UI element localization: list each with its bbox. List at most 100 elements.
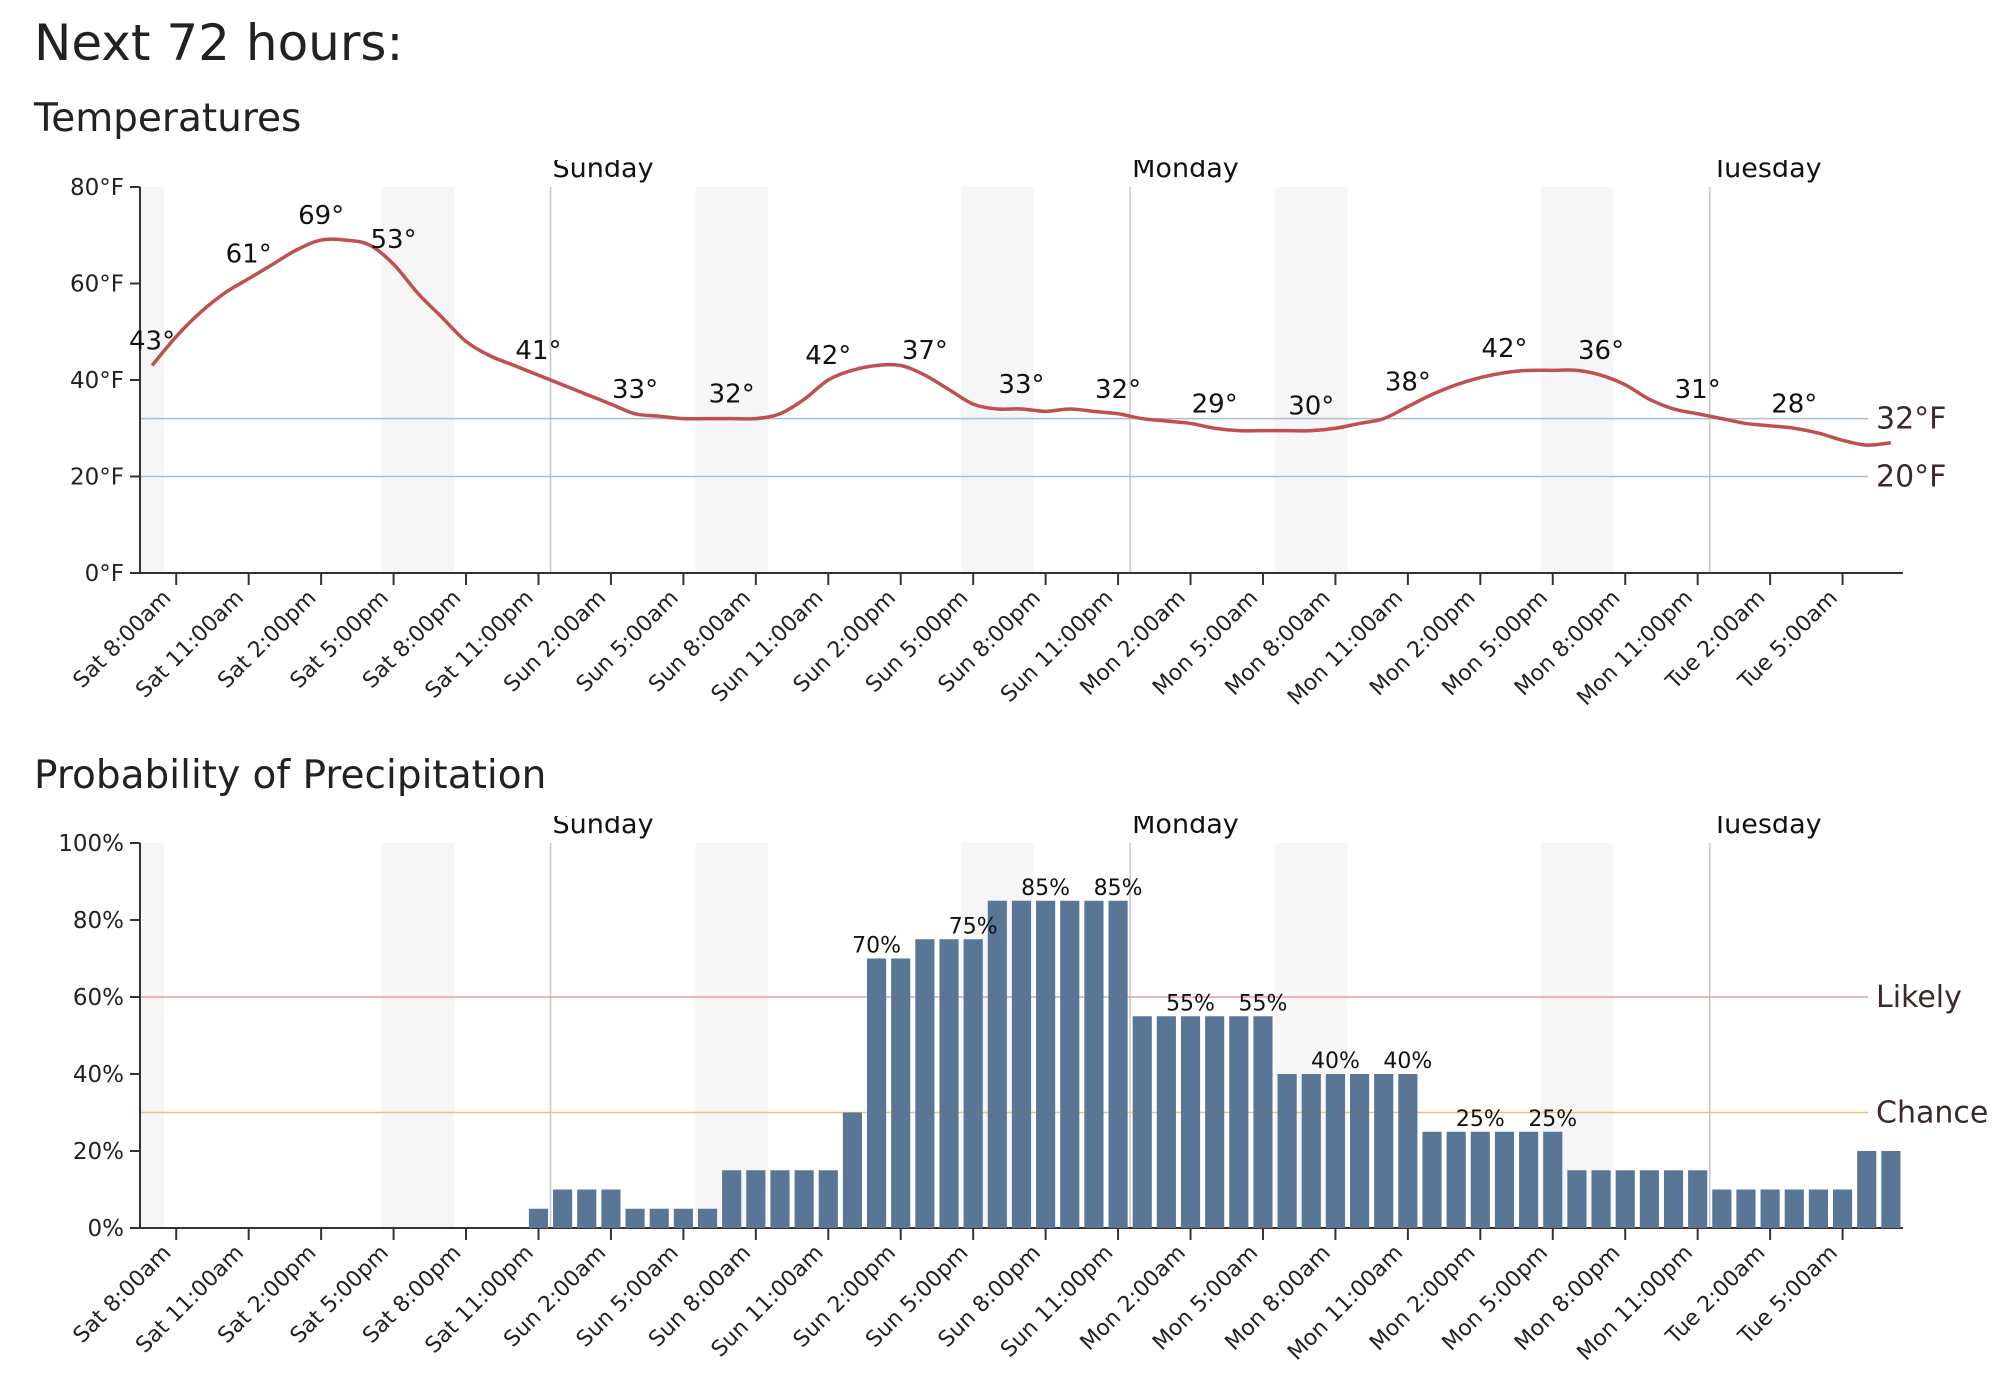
precipitation-bar xyxy=(1808,1189,1828,1228)
precipitation-bar xyxy=(842,1112,862,1228)
precipitation-bar xyxy=(1833,1189,1853,1228)
precipitation-bar xyxy=(1301,1074,1321,1228)
temperature-point-label: 42° xyxy=(805,341,851,371)
precipitation-bar xyxy=(1325,1074,1345,1228)
precipitation-bar xyxy=(1639,1170,1659,1228)
precipitation-bar xyxy=(673,1208,693,1228)
precipitation-bar xyxy=(987,900,1007,1228)
temperature-point-label: 42° xyxy=(1481,334,1527,364)
precipitation-bar xyxy=(915,939,935,1228)
precipitation-bar-label: 55% xyxy=(1166,991,1215,1016)
precip-y-tick-label: 100% xyxy=(58,831,124,857)
temp-y-tick-label: 60°F xyxy=(70,272,124,298)
precipitation-bar xyxy=(1736,1189,1756,1228)
precipitation-bar xyxy=(1567,1170,1587,1228)
precip-day-label: Sunday xyxy=(553,816,654,840)
precipitation-bar-label: 70% xyxy=(852,934,901,959)
precipitation-bar xyxy=(1132,1016,1152,1228)
precipitation-bar xyxy=(1857,1151,1877,1228)
precipitation-bar xyxy=(1470,1131,1490,1228)
temperature-point-label: 28° xyxy=(1771,389,1817,419)
temperature-point-label: 61° xyxy=(226,240,272,270)
temp-night-band xyxy=(140,187,165,573)
temp-y-tick-label: 40°F xyxy=(70,368,124,394)
temperature-chart-title: Temperatures xyxy=(34,96,302,141)
precip-y-tick-label: 40% xyxy=(73,1062,124,1088)
precipitation-bar xyxy=(1784,1189,1804,1228)
precipitation-bar xyxy=(1519,1131,1539,1228)
precipitation-bar xyxy=(1253,1016,1273,1228)
temperature-point-label: 41° xyxy=(515,336,561,366)
temp-reference-label: 20°F xyxy=(1876,460,1946,495)
precipitation-bar xyxy=(1422,1131,1442,1228)
precipitation-bar-label: 85% xyxy=(1094,876,1143,901)
temp-night-band xyxy=(1275,187,1348,573)
temp-y-tick-label: 80°F xyxy=(70,175,124,201)
precipitation-bar-label: 55% xyxy=(1239,991,1288,1016)
precipitation-bar-label: 75% xyxy=(949,914,998,939)
temp-y-tick-label: 20°F xyxy=(70,465,124,491)
precipitation-bar xyxy=(963,939,983,1228)
temperature-point-label: 32° xyxy=(709,380,755,410)
precipitation-bar xyxy=(1615,1170,1635,1228)
precip-reference-label: Chance xyxy=(1876,1096,1988,1131)
precipitation-bar xyxy=(1350,1074,1370,1228)
precip-y-tick-label: 60% xyxy=(73,985,124,1011)
precipitation-bar xyxy=(1398,1074,1418,1228)
precipitation-bar xyxy=(746,1170,766,1228)
precipitation-bar xyxy=(1229,1016,1249,1228)
precipitation-bar xyxy=(1205,1016,1225,1228)
precip-day-label: Tuesday xyxy=(1711,816,1822,840)
precipitation-bar xyxy=(649,1208,669,1228)
precipitation-bar xyxy=(1881,1151,1901,1228)
precipitation-bar xyxy=(577,1189,597,1228)
precipitation-bar xyxy=(1277,1074,1297,1228)
precipitation-bar xyxy=(1180,1016,1201,1228)
precipitation-bar-label: 85% xyxy=(1021,876,1070,901)
precipitation-bar xyxy=(794,1170,814,1228)
precipitation-bar xyxy=(528,1208,549,1228)
precipitation-bar xyxy=(1760,1189,1780,1228)
temp-day-label: Sunday xyxy=(553,160,654,184)
precipitation-bar xyxy=(601,1189,621,1228)
precipitation-bar-label: 40% xyxy=(1311,1049,1360,1074)
precipitation-bar xyxy=(1374,1074,1394,1228)
temperature-point-label: 29° xyxy=(1192,389,1238,419)
precipitation-bar xyxy=(1494,1131,1515,1228)
precipitation-bar xyxy=(891,958,911,1228)
precipitation-bar xyxy=(1011,900,1032,1228)
precipitation-bar xyxy=(867,958,887,1228)
temperature-point-label: 32° xyxy=(1095,375,1141,405)
precip-y-tick-label: 80% xyxy=(73,908,124,934)
precipitation-bar xyxy=(770,1170,790,1228)
temperature-point-label: 53° xyxy=(371,225,417,255)
temp-night-band xyxy=(695,187,768,573)
precip-y-tick-label: 0% xyxy=(88,1216,125,1242)
precipitation-bar-label: 40% xyxy=(1383,1049,1432,1074)
precipitation-bar xyxy=(1156,1016,1176,1228)
temperature-point-label: 33° xyxy=(612,375,658,405)
precipitation-bar xyxy=(697,1208,718,1228)
precip-night-band xyxy=(695,843,768,1228)
temperature-point-label: 37° xyxy=(902,336,948,366)
temp-reference-label: 32°F xyxy=(1876,402,1946,437)
temperature-point-label: 33° xyxy=(998,370,1044,400)
temperature-line xyxy=(150,237,1892,447)
precipitation-bar xyxy=(1060,900,1080,1228)
temperature-point-label: 38° xyxy=(1385,368,1431,398)
precip-y-tick-label: 20% xyxy=(73,1139,124,1165)
precipitation-bar xyxy=(1036,900,1056,1228)
precipitation-chart: Sunday Monday Tuesday Likely Chance 0% 20% 40% 6… xyxy=(58,816,1988,1366)
temp-night-band xyxy=(1540,187,1614,573)
precipitation-bar xyxy=(1712,1189,1732,1228)
precipitation-bar xyxy=(553,1189,573,1228)
precipitation-bar xyxy=(1084,900,1104,1228)
precipitation-bar-label: 25% xyxy=(1528,1107,1577,1132)
precip-night-band xyxy=(381,843,454,1228)
precipitation-chart-title: Probability of Precipitation xyxy=(34,753,547,798)
temperature-point-label: 31° xyxy=(1675,375,1721,405)
precip-reference-label: Likely xyxy=(1876,980,1962,1015)
temp-day-label: Tuesday xyxy=(1711,160,1822,184)
precipitation-bar xyxy=(1663,1170,1684,1228)
precip-night-band xyxy=(140,843,165,1228)
